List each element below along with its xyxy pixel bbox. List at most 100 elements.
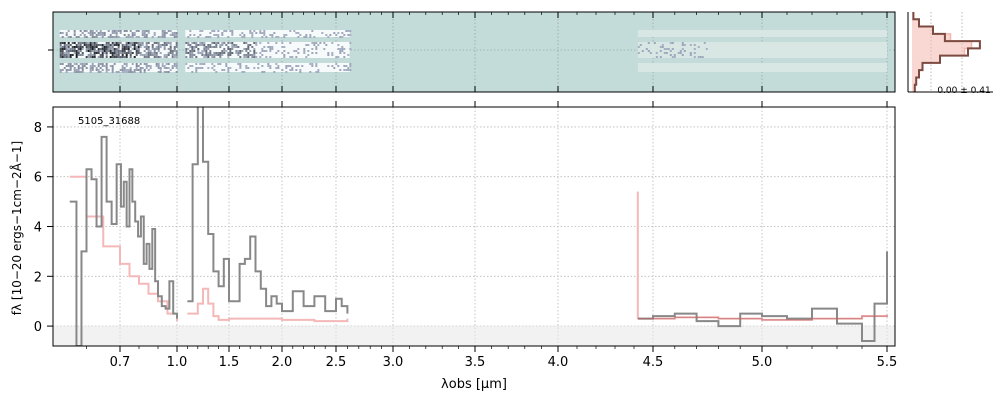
pixel	[61, 32, 64, 34]
pixel	[143, 50, 146, 52]
pixel	[195, 71, 198, 73]
pixel	[325, 44, 328, 46]
pixel	[89, 42, 92, 44]
y-tick-label: 6	[34, 171, 42, 186]
trace-band	[637, 63, 887, 72]
pixel	[169, 46, 172, 48]
pixel	[271, 34, 274, 36]
pixel	[307, 44, 310, 46]
pixel	[171, 54, 174, 56]
pixel	[339, 36, 342, 38]
pixel	[197, 50, 200, 52]
pixel	[113, 32, 116, 34]
pixel	[313, 42, 316, 44]
pixel	[115, 54, 118, 56]
pixel	[163, 65, 166, 67]
pixel	[247, 54, 250, 56]
trace-band	[185, 30, 350, 37]
pixel	[147, 42, 150, 44]
pixel	[113, 54, 116, 56]
pixel	[91, 44, 94, 46]
pixel	[69, 44, 72, 46]
pixel	[145, 30, 148, 32]
pixel	[331, 42, 334, 44]
pixel	[99, 30, 102, 32]
pixel	[125, 54, 128, 56]
pixel	[81, 54, 84, 56]
pixel	[157, 46, 160, 48]
pixel	[315, 52, 318, 54]
pixel	[75, 50, 78, 52]
pixel	[213, 34, 216, 36]
pixel	[135, 54, 138, 56]
pixel	[145, 52, 148, 54]
pixel	[151, 48, 154, 50]
pixel	[77, 36, 80, 38]
pixel	[175, 36, 178, 38]
pixel	[295, 69, 298, 71]
pixel	[97, 56, 100, 58]
spectrum-2d-image	[59, 30, 887, 73]
pixel	[159, 36, 162, 38]
pixel	[127, 48, 130, 50]
pixel	[689, 52, 692, 54]
pixel	[107, 30, 110, 32]
pixel	[65, 44, 68, 46]
pixel	[189, 30, 192, 32]
pixel	[221, 44, 224, 46]
pixel	[239, 34, 242, 36]
pixel	[343, 56, 346, 58]
pixel	[315, 46, 318, 48]
pixel	[285, 65, 288, 67]
pixel	[259, 30, 262, 32]
pixel	[267, 63, 270, 65]
pixel	[343, 48, 346, 50]
pixel	[243, 42, 246, 44]
pixel	[203, 46, 206, 48]
pixel	[247, 48, 250, 50]
pixel	[123, 44, 126, 46]
pixel	[195, 63, 198, 65]
pixel	[231, 30, 234, 32]
pixel	[255, 32, 258, 34]
pixel	[93, 44, 96, 46]
pixel	[67, 56, 70, 58]
pixel	[231, 46, 234, 48]
pixel	[189, 34, 192, 36]
pixel	[113, 44, 116, 46]
pixel	[221, 52, 224, 54]
pixel	[187, 42, 190, 44]
pixel	[341, 48, 344, 50]
pixel	[111, 69, 114, 71]
pixel	[65, 48, 68, 50]
pixel	[145, 54, 148, 56]
pixel	[173, 46, 176, 48]
pixel	[235, 44, 238, 46]
pixel	[137, 42, 140, 44]
pixel	[67, 42, 70, 44]
pixel	[349, 42, 352, 44]
pixel	[659, 56, 662, 58]
pixel	[677, 52, 680, 54]
pixel	[235, 50, 238, 52]
pixel	[115, 44, 118, 46]
pixel	[127, 36, 130, 38]
pixel	[101, 63, 104, 65]
pixel	[669, 42, 672, 44]
pixel	[277, 50, 280, 52]
pixel	[105, 54, 108, 56]
pixel	[103, 52, 106, 54]
pixel	[211, 42, 214, 44]
pixel	[113, 50, 116, 52]
pixel	[215, 46, 218, 48]
pixel	[259, 56, 262, 58]
pixel	[663, 48, 666, 50]
pixel	[97, 32, 100, 34]
pixel	[213, 54, 216, 56]
pixel	[185, 48, 188, 50]
pixel	[221, 69, 224, 71]
pixel	[249, 54, 252, 56]
pixel	[117, 56, 120, 58]
pixel	[65, 54, 68, 56]
pixel	[79, 48, 82, 50]
